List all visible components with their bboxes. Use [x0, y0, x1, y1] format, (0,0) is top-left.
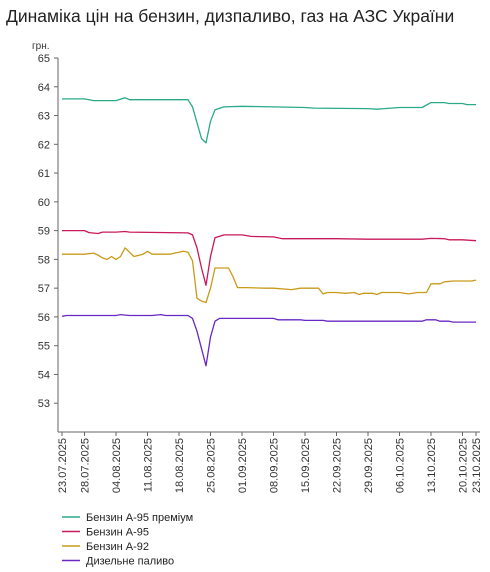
series-line	[62, 247, 477, 304]
x-tick-label: 22.09.2025	[332, 438, 344, 493]
y-axis-ticks: 53 54 55 56 57 58 59 60 61 62 63 64 65	[38, 53, 58, 410]
x-tick-label: 25.08.2025	[206, 438, 218, 493]
series-lines	[61, 97, 477, 367]
x-tick-label: 15.09.2025	[300, 438, 312, 493]
y-tick-label: 60	[38, 197, 50, 209]
y-tick-label: 63	[38, 111, 50, 123]
x-tick-label: 06.10.2025	[395, 438, 407, 493]
legend-label: Дизельне паливо	[86, 556, 174, 568]
x-tick-label: 20.10.2025	[458, 438, 470, 493]
y-tick-label: 53	[38, 398, 50, 410]
legend: Бензин А-95 преміум Бензин А-95 Бензин А-9…	[62, 512, 193, 568]
y-tick-label: 59	[38, 226, 50, 238]
series-line	[62, 97, 476, 144]
chart-title: Динаміка цін на бензин, дизпаливо, газ н…	[6, 6, 455, 26]
x-tick-label: 29.09.2025	[363, 438, 375, 493]
x-tick-label: 23.10.2025	[471, 438, 483, 493]
x-tick-label: 01.09.2025	[237, 438, 249, 493]
y-tick-label: 56	[38, 312, 50, 324]
y-tick-label: 62	[38, 139, 50, 151]
x-tick-label: 18.08.2025	[174, 438, 186, 493]
y-axis-unit-label: грн.	[32, 41, 50, 52]
y-tick-label: 61	[38, 168, 50, 180]
y-tick-label: 55	[38, 341, 50, 353]
legend-label: Бензин А-95	[86, 527, 149, 539]
x-tick-label: 11.08.2025	[143, 438, 155, 492]
y-tick-label: 64	[38, 82, 50, 94]
x-tick-label: 28.07.2025	[80, 438, 92, 493]
y-tick-label: 58	[38, 254, 50, 266]
x-tick-label: 23.07.2025	[57, 438, 69, 493]
x-axis-ticks: 23.07.2025 28.07.2025 04.08.2025 11.08.2025…	[57, 432, 483, 493]
x-tick-label: 13.10.2025	[426, 438, 438, 493]
x-tick-label: 08.09.2025	[269, 438, 281, 493]
y-tick-label: 54	[38, 369, 50, 381]
legend-label: Бензин А-95 преміум	[86, 512, 193, 524]
series-line	[62, 229, 477, 286]
y-tick-label: 65	[38, 53, 50, 65]
legend-label: Бензин А-92	[86, 541, 149, 553]
series-line	[61, 313, 476, 367]
y-tick-label: 57	[38, 283, 50, 295]
x-tick-label: 04.08.2025	[111, 438, 123, 493]
